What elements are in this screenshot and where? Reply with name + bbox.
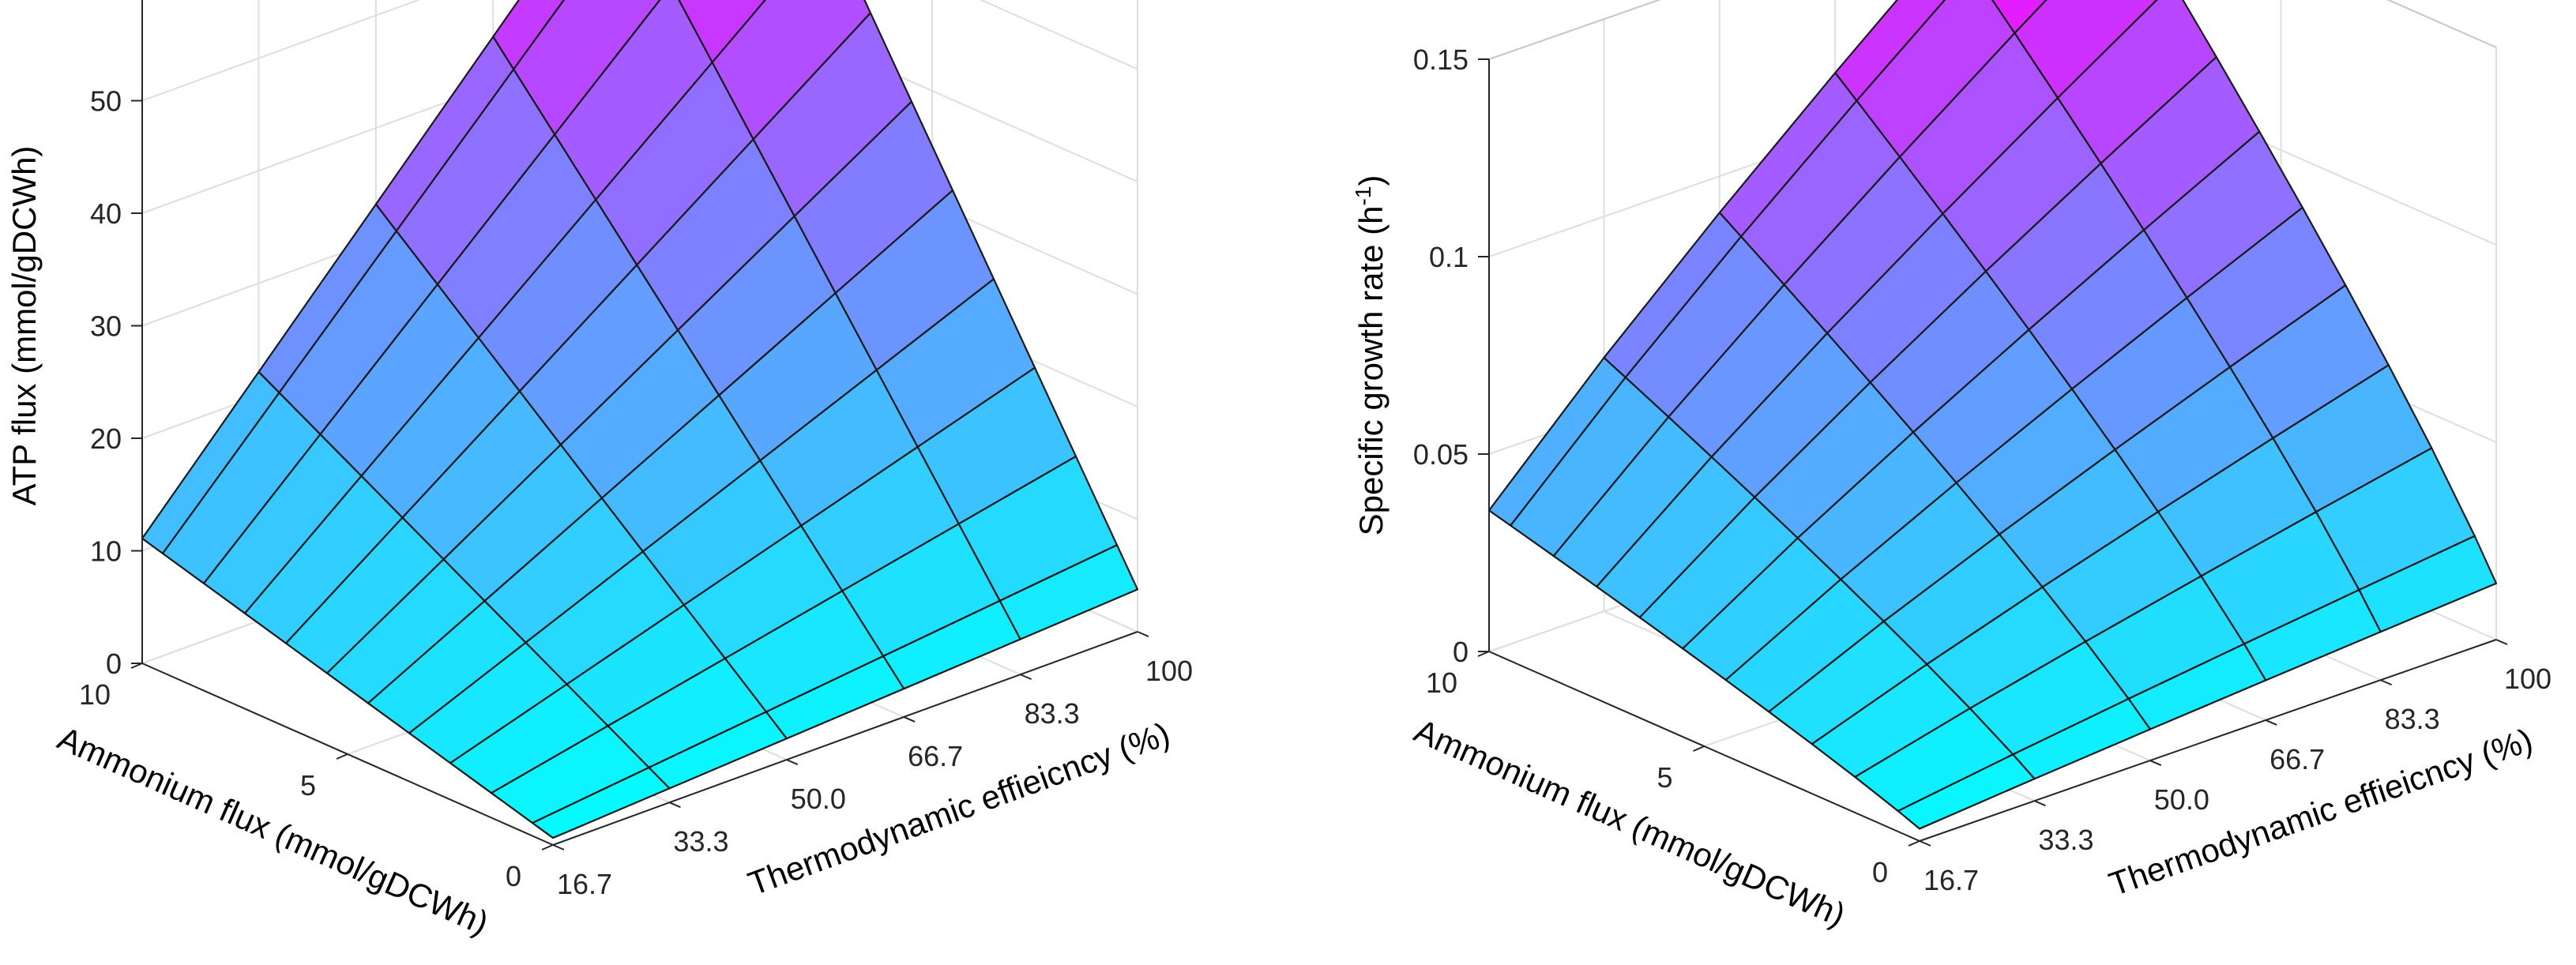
x-tick-mark [1137, 631, 1149, 637]
y-tick-label: 10 [79, 678, 111, 711]
z-axis-label-main: ATP flux (mmol/gDCWh) [6, 146, 43, 506]
surface-patch [531, 766, 671, 839]
y-tick-label: 5 [300, 769, 316, 802]
x-tick-label: 50.0 [791, 783, 846, 815]
x-tick-mark [1020, 674, 1032, 681]
z-axis-label-main: Specific growth rate (h [1352, 206, 1390, 536]
y-tick-mark [1908, 840, 1920, 847]
x-tick-mark [2034, 800, 2046, 807]
y-axis-label: Ammonium flux (mmol/gDCWh) [1409, 712, 1851, 933]
y-tick-label: 0 [1872, 856, 1888, 888]
x-tick-label: 33.3 [673, 825, 728, 858]
y-tick-label: 0 [506, 860, 521, 892]
z-tick-label: 30 [90, 310, 122, 343]
z-axis-label: Specific growth rate (h-1) [1351, 175, 1390, 536]
x-tick-label: 16.7 [557, 868, 612, 900]
x-tick-label: 83.3 [1025, 697, 1080, 730]
x-tick-mark [2265, 719, 2277, 726]
z-tick-label: 0 [106, 648, 122, 680]
x-tick-mark [669, 802, 681, 809]
y-tick-mark [1693, 745, 1705, 752]
z-tick-label: 60 [90, 0, 122, 5]
grid-line [979, 0, 1138, 70]
z-tick-label: 50 [90, 85, 122, 118]
surface [1487, 0, 2498, 830]
z-axis-label: ATP flux (mmol/gDCWh) [6, 146, 43, 506]
y-tick-mark [541, 844, 554, 850]
z-tick-label: 0.1 [1429, 241, 1469, 273]
x-tick-label: 33.3 [2038, 824, 2093, 856]
box-edge [1488, 0, 1661, 60]
z-axis-label-end: ) [1352, 175, 1390, 186]
growth-rate-surface-plot: 16.733.350.066.783.3100051000.050.10.15T… [1351, 0, 2552, 933]
x-tick-label: 50.0 [2154, 783, 2209, 816]
x-tick-mark [1919, 840, 1931, 847]
x-tick-mark [2149, 760, 2162, 766]
x-tick-mark [2380, 679, 2393, 686]
y-tick-label: 5 [1657, 761, 1672, 794]
grid-line [141, 0, 421, 102]
z-tick-label: 40 [90, 197, 122, 230]
x-tick-mark [786, 759, 799, 765]
x-tick-label: 83.3 [2385, 703, 2440, 735]
x-tick-label: 66.7 [2270, 743, 2325, 775]
x-tick-mark [2495, 639, 2508, 645]
y-tick-mark [336, 753, 348, 760]
x-tick-label: 100 [2504, 663, 2552, 695]
y-axis-label: Ammonium flux (mmol/gDCWh) [52, 719, 494, 942]
x-tick-mark [552, 844, 565, 850]
y-tick-label: 10 [1426, 666, 1457, 699]
z-axis-label-sup: -1 [1351, 186, 1375, 206]
z-tick-label: 0.15 [1413, 43, 1469, 76]
surface-patch [1897, 753, 2036, 830]
x-axis-line [552, 631, 1138, 846]
atp-flux-surface-plot: 16.733.350.066.783.310005100102030405060… [6, 0, 1193, 942]
z-tick-label: 0 [1453, 636, 1469, 668]
z-tick-label: 20 [90, 422, 122, 455]
x-tick-mark [903, 716, 916, 723]
surface-patch [1991, 0, 2048, 35]
x-axis-line [1919, 639, 2497, 842]
z-tick-label: 0.05 [1413, 438, 1469, 471]
x-tick-label: 100 [1145, 655, 1193, 687]
z-tick-label: 10 [90, 535, 122, 568]
x-tick-label: 66.7 [908, 740, 963, 772]
x-tick-label: 16.7 [1924, 864, 1979, 896]
box-edge [2386, 0, 2497, 48]
surface [141, 0, 1139, 839]
